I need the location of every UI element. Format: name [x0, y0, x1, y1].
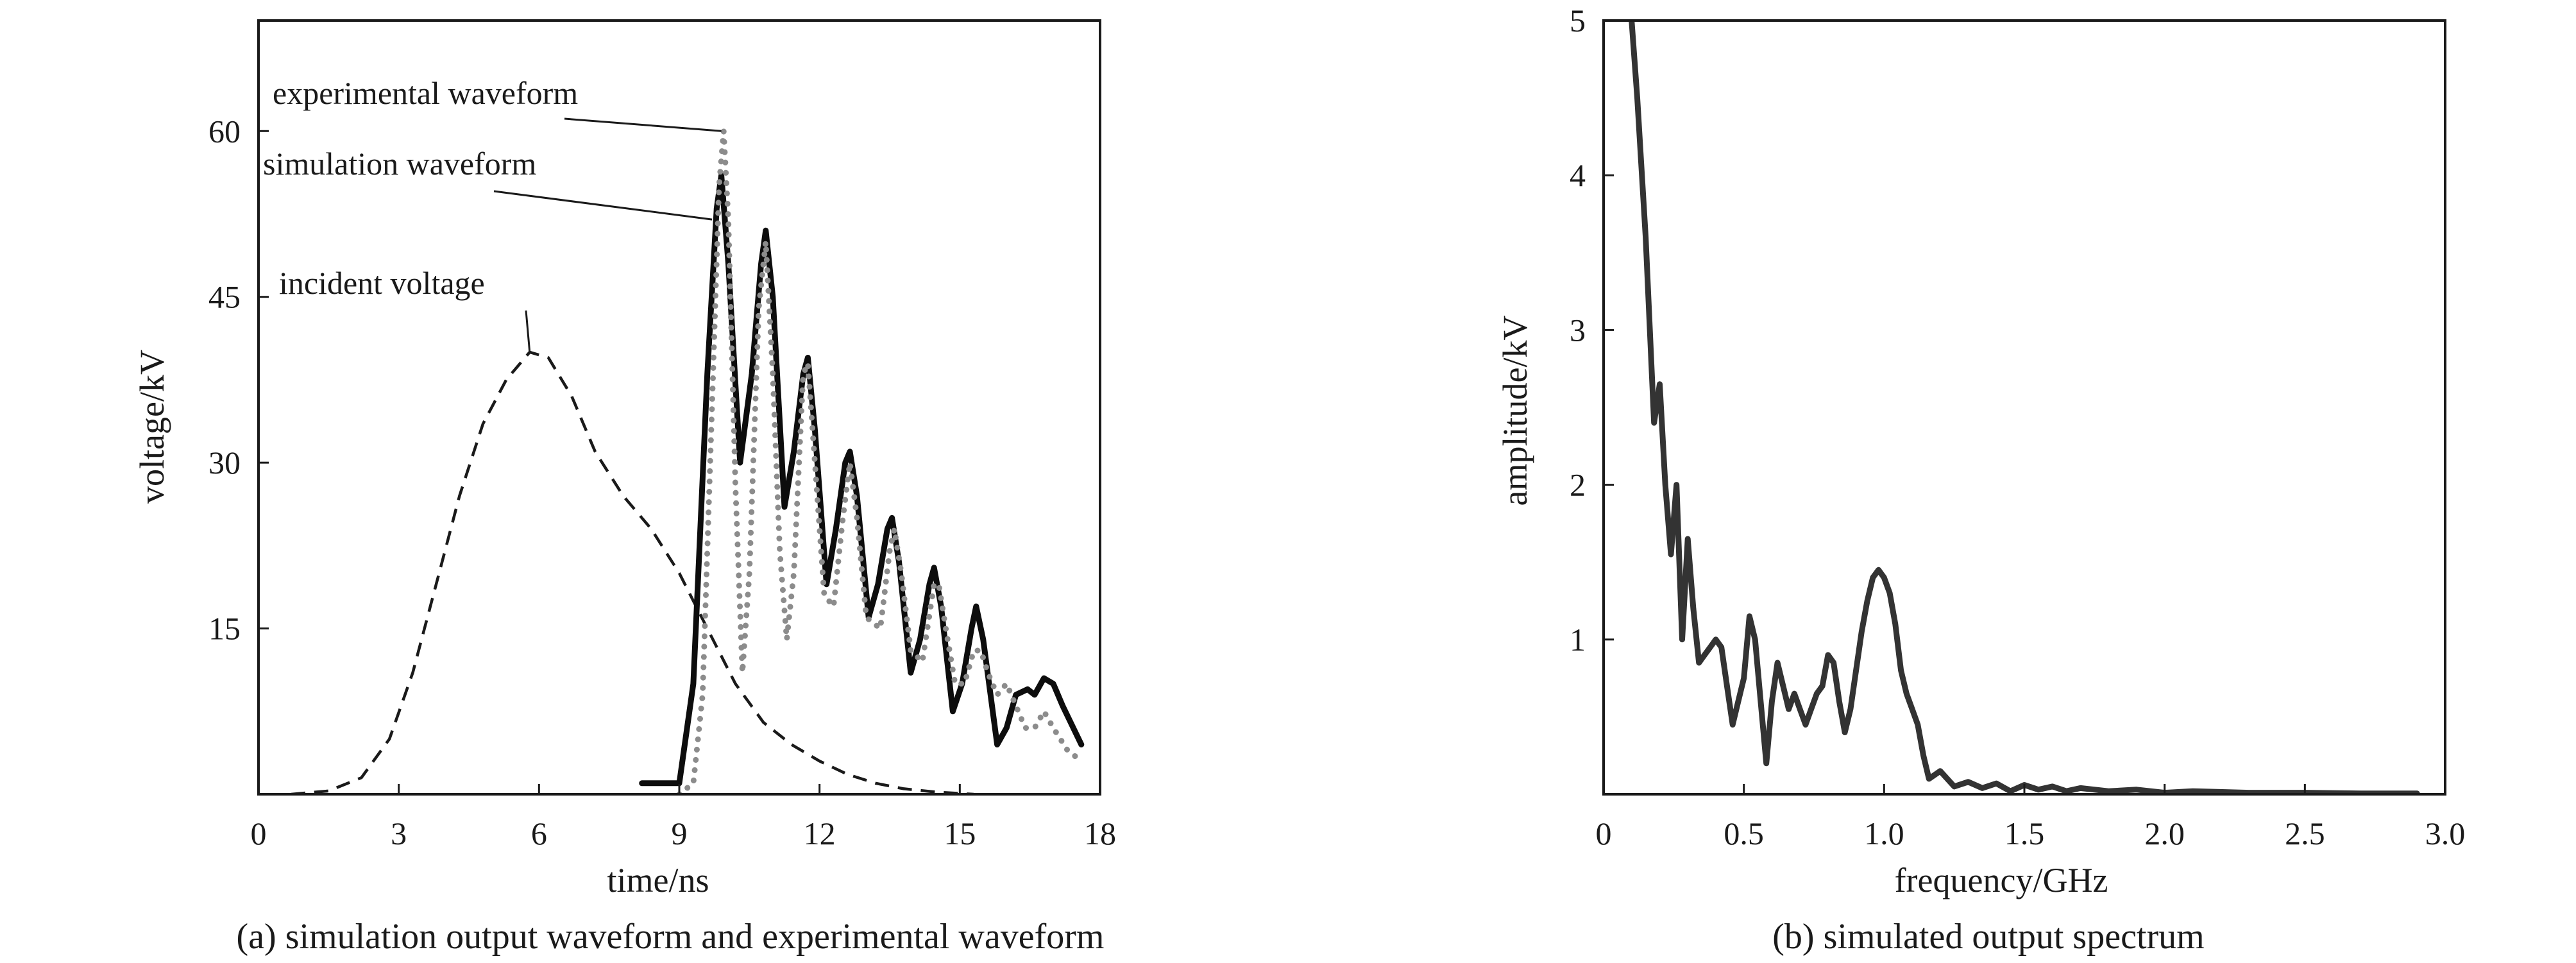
x-tick-label: 18: [1084, 815, 1116, 851]
y-tick-label: 45: [208, 279, 241, 315]
y-tick-label: 1: [1570, 622, 1586, 658]
series-simulation-waveform-line: [639, 172, 1085, 787]
x-tick-label: 3: [391, 815, 407, 851]
x-tick-label: 1.0: [1864, 815, 1904, 851]
y-tick-label: 3: [1570, 312, 1586, 348]
caption-a: (a) simulation output waveform and exper…: [237, 917, 1105, 957]
x-tick-label: 1.5: [2004, 815, 2045, 851]
y-tick-label: 60: [208, 113, 241, 149]
panel-b: 0 0.5 1.0 1.5 2.0 2.5 3.0 1 2 3 4 5: [1570, 3, 2465, 851]
annotation-simulation-waveform: simulation waveform: [263, 146, 536, 182]
x-tick-label: 15: [944, 815, 976, 851]
annotation-experimental-waveform: experimental waveform: [273, 75, 578, 111]
plot-frame-b: [1602, 19, 2446, 796]
x-tick-label: 9: [672, 815, 688, 851]
y-tick-label: 4: [1570, 157, 1586, 193]
annotation-leader-simulation-waveform: [493, 190, 713, 221]
x-tick-label: 0: [1596, 815, 1612, 851]
y-tick-label: 30: [208, 445, 241, 481]
x-tick-label: 2.5: [2285, 815, 2325, 851]
x-tick-label: 12: [804, 815, 836, 851]
annotation-leader-incident-voltage: [525, 310, 531, 352]
x-axis-label-b: frequency/GHz: [1895, 861, 2108, 899]
caption-b: (b) simulated output spectrum: [1772, 917, 2204, 957]
y-tick-label: 2: [1570, 467, 1586, 503]
x-tick-label: 0: [251, 815, 267, 851]
plot-area-a: [291, 128, 1085, 794]
y-tick-label: 15: [208, 611, 241, 647]
series-simulated-output-spectrum-line: [1629, 21, 2420, 794]
plot-area-b: [1629, 21, 2420, 794]
x-axis-label-a: time/ns: [607, 861, 709, 899]
series-experimental-waveform-line: [676, 128, 1085, 794]
x-tick-label: 6: [531, 815, 547, 851]
x-tick-label: 2.0: [2144, 815, 2185, 851]
annotation-incident-voltage: incident voltage: [279, 265, 485, 301]
x-tick-label: 3.0: [2425, 815, 2466, 851]
series-incident-voltage-line: [291, 350, 974, 794]
annotation-leader-experimental-waveform: [564, 117, 722, 132]
panel-a: 0 3 6 9 12 15 18 15 30 45 60 experimental waveform s…: [208, 19, 1116, 851]
y-axis-label-b: amplitude/kV: [1496, 316, 1534, 506]
plot-frame-a: [257, 19, 1101, 796]
x-tick-label: 0.5: [1724, 815, 1764, 851]
y-axis-label-a: voltage/kV: [133, 350, 171, 504]
y-tick-label: 5: [1570, 3, 1586, 38]
